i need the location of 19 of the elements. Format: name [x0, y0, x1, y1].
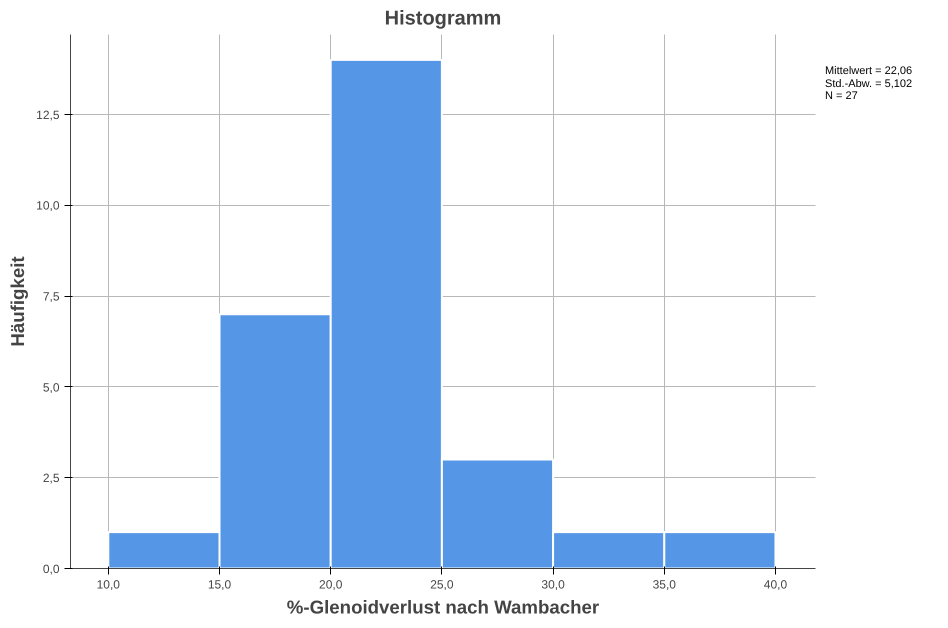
y-tick-label: 2,5	[42, 471, 60, 486]
x-tick-label: 20,0	[319, 578, 343, 592]
text: N = 27	[825, 90, 859, 103]
x-axis-title: %-Glenoidverlust nach Wambacher	[286, 596, 600, 618]
x-tick-label: 30,0	[541, 578, 566, 592]
x-tick-label: 15,0	[208, 578, 232, 592]
x-tick-label: 35,0	[652, 578, 676, 592]
chart-title: Histogramm	[384, 8, 502, 30]
text: Mittelwert = 22,06	[825, 65, 912, 78]
y-tick-label: 0,0	[42, 562, 60, 576]
x-tick-label: 40,0	[764, 578, 788, 592]
y-axis-title: Häufigkeit	[7, 256, 28, 347]
text: Std.-Abw. = 5,102	[825, 78, 912, 90]
y-tick-label: 12,5	[36, 108, 60, 122]
y-tick-label: 5,0	[42, 380, 60, 394]
y-tick-label: 10,0	[36, 198, 60, 213]
x-tick-label: 10,0	[96, 578, 120, 592]
y-tick-label: 7,5	[42, 290, 60, 304]
x-tick-label: 25,0	[430, 578, 454, 592]
